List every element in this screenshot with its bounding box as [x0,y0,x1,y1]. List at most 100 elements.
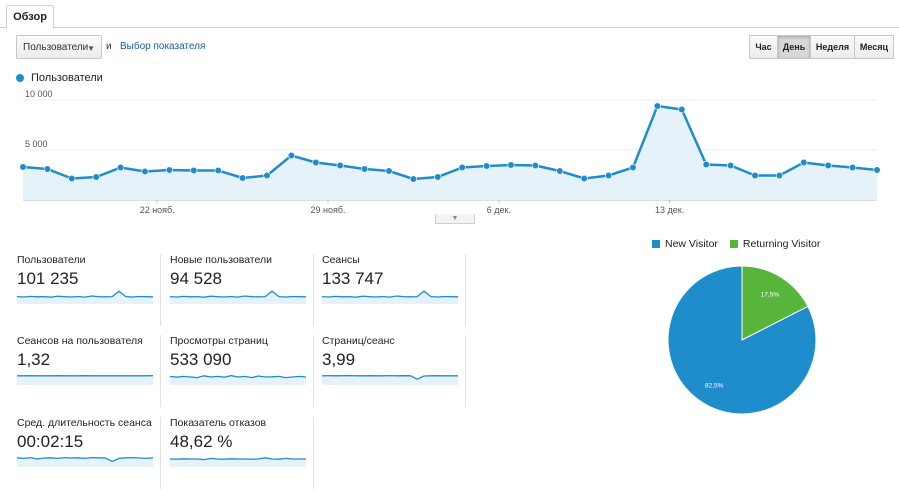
data-point[interactable] [68,174,76,183]
pie-slice-label: 17,5% [761,292,780,299]
data-point[interactable] [824,161,832,170]
metric-card[interactable]: Страниц/сеанс 3,99 [322,335,466,407]
data-point[interactable] [653,102,662,110]
metric-sparkline [17,456,153,467]
pie-legend: New Visitor Returning Visitor [652,238,832,250]
metric-label: Страниц/сеанс [322,335,395,347]
metric-select-value: Пользователи [23,41,89,53]
period-month-button[interactable]: Месяц [854,35,894,59]
metric-card[interactable]: Просмотры страниц 533 090 [170,335,314,407]
metric-value: 133 747 [322,269,384,288]
data-point[interactable] [556,167,564,175]
y-tick-label: 10 000 [25,89,53,99]
data-point[interactable] [702,160,710,169]
metric-value: 101 235 [17,269,79,288]
data-point[interactable] [385,167,393,175]
tab-bar: Обзор [0,0,899,29]
data-point[interactable] [409,175,418,183]
sparkline-line [322,374,458,380]
main-chart-legend-label: Пользователи [31,72,103,84]
metric-sparkline [170,374,306,385]
data-point[interactable] [336,161,344,170]
metric-card[interactable]: Сеансов на пользователя 1,32 [17,335,161,407]
series-area [23,106,877,200]
and-label: и [106,41,112,52]
data-point[interactable] [507,161,515,169]
data-point[interactable] [629,163,637,172]
pie-slice-returning-visitor[interactable] [741,265,809,341]
x-tick-label: 6 дек. [487,205,511,215]
metric-card[interactable]: Показатель отказов 48,62 % [170,417,314,489]
pie-slice-new-visitor[interactable] [667,265,817,415]
metric-label: Сеансов на пользователя [17,335,143,347]
metric-label: Пользователи [17,254,86,266]
data-point[interactable] [458,163,466,172]
x-tick-label: 13 дек. [655,205,684,215]
data-point[interactable] [19,163,27,171]
data-point[interactable] [263,171,271,180]
data-point[interactable] [165,166,173,174]
period-day-button[interactable]: День [777,35,811,59]
visitor-type-pie-chart: 17,5% 82,5% [667,265,817,415]
metric-card[interactable]: Новые пользователи 94 528 [170,254,314,326]
data-point[interactable] [580,174,588,183]
metric-card[interactable]: Сеансы 133 747 [322,254,466,326]
period-toggle: Час День Неделя Месяц [749,35,894,59]
data-point[interactable] [483,162,491,170]
chart-resize-handle[interactable]: ▼ [435,214,475,224]
data-point[interactable] [214,166,222,175]
metric-value: 1,32 [17,350,51,369]
metric-select[interactable]: Пользователи ▼ [16,35,102,59]
sparkline-line [170,457,306,461]
sparkline-line [170,290,306,298]
select-metric-link[interactable]: Выбор показателя [120,41,206,52]
legend-returning-visitor: Returning Visitor [729,238,821,250]
data-point[interactable] [873,166,881,174]
data-point[interactable] [43,165,52,173]
tab-overview[interactable]: Обзор [6,5,54,29]
data-point[interactable] [604,171,613,180]
data-point[interactable] [116,163,125,172]
data-point[interactable] [141,167,149,176]
sparkline-line [322,290,458,298]
metric-label: Просмотры страниц [170,335,268,347]
series-line [22,104,878,181]
metric-card[interactable]: Сред. длительность сеанса 00:02:15 [17,417,161,489]
legend-new-visitor-label: New Visitor [665,238,718,250]
x-tick-label: 22 нояб. [140,205,175,215]
legend-swatch-returning [729,240,738,248]
data-point[interactable] [434,173,442,181]
period-week-button[interactable]: Неделя [810,35,855,59]
legend-swatch-new [652,240,660,248]
metric-label: Сеансы [322,254,360,266]
legend-returning-visitor-label: Returning Visitor [742,238,821,250]
sparkline-line [17,456,153,463]
metric-value: 533 090 [170,350,232,369]
data-point[interactable] [751,171,759,180]
data-point[interactable] [726,161,735,170]
data-point[interactable] [531,161,540,170]
legend-new-visitor: New Visitor [652,238,718,250]
metric-value: 3,99 [322,350,356,369]
sparkline-area [170,375,306,385]
data-point[interactable] [287,151,296,160]
data-point[interactable] [800,158,808,167]
data-point[interactable] [92,173,100,181]
data-point[interactable] [239,174,247,182]
x-tick-label: 29 нояб. [310,205,345,215]
main-chart-legend: Пользователи [16,72,103,84]
data-point[interactable] [312,158,320,167]
sparkline-line [17,290,153,298]
metric-sparkline [322,374,458,385]
data-point[interactable] [775,171,784,180]
sparkline-area [17,457,153,467]
data-point[interactable] [190,166,198,175]
data-point[interactable] [848,163,857,172]
pie-slice-label: 82,5% [705,382,724,389]
data-point[interactable] [678,105,686,114]
y-tick-label: 5 000 [25,139,48,149]
metric-sparkline [17,375,153,385]
metric-card[interactable]: Пользователи 101 235 [17,254,161,326]
period-hour-button[interactable]: Час [749,35,778,59]
data-point[interactable] [361,165,369,173]
